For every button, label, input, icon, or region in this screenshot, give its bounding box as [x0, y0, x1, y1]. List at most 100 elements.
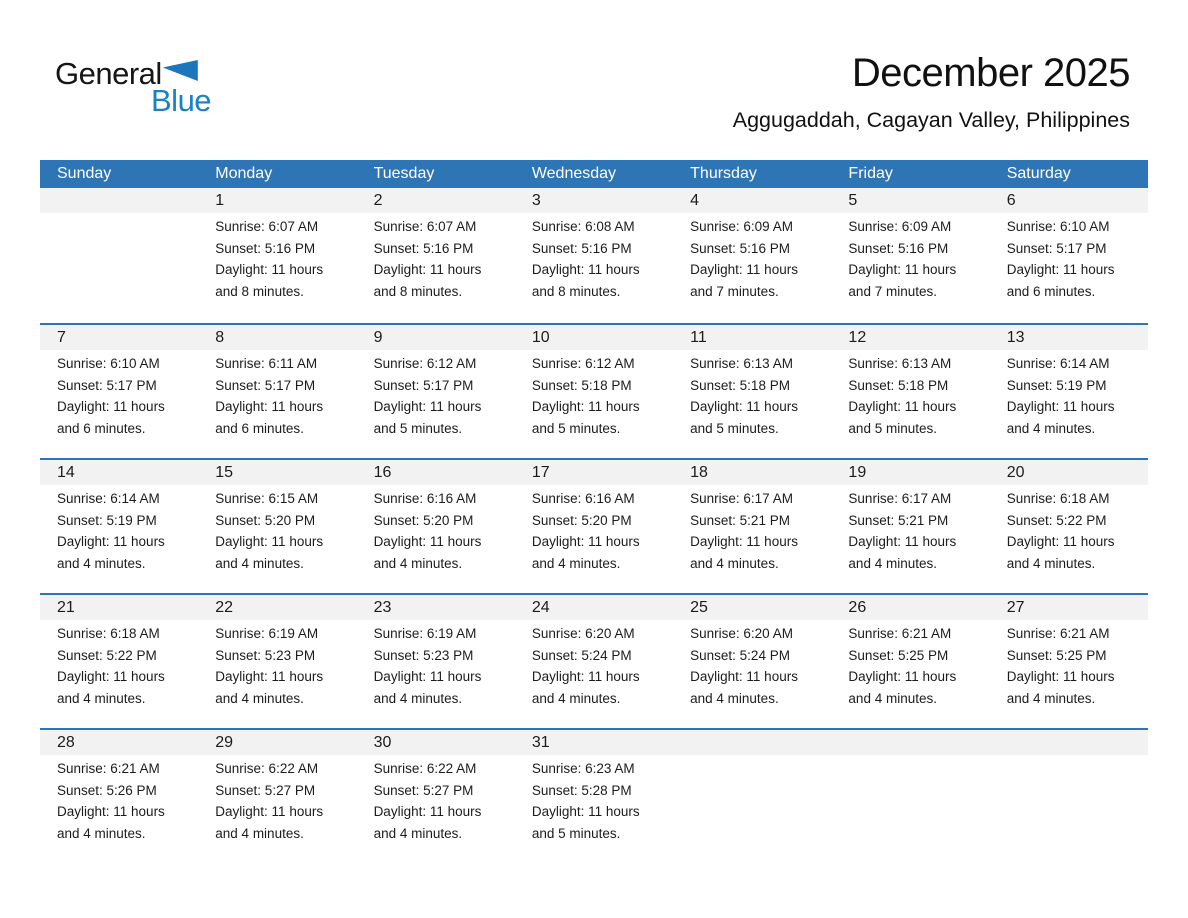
sun-info-line: Daylight: 11 hours — [1006, 262, 1115, 277]
day-details: Sunrise: 6:21 AM Sunset: 5:25 PM Daylight:… — [831, 620, 989, 709]
day-details: Sunrise: 6:09 AM Sunset: 5:16 PM Daylight:… — [673, 213, 831, 302]
weekday-header-friday: Friday — [848, 165, 893, 182]
day-band-empty — [673, 730, 832, 755]
day-details: Sunrise: 6:18 AM Sunset: 5:22 PM Daylight:… — [990, 485, 1148, 574]
day-number-1: 1 — [198, 188, 357, 213]
day-number-3: 3 — [514, 188, 674, 213]
day-cell-11: 11 Sunrise: 6:13 AM Sunset: 5:18 PM Dayligh… — [673, 325, 832, 458]
day-details: Sunrise: 6:14 AM Sunset: 5:19 PM Daylight:… — [990, 350, 1148, 439]
day-cell-13: 13 Sunrise: 6:14 AM Sunset: 5:19 PM Dayligh… — [989, 325, 1148, 458]
week-row-1: 1 Sunrise: 6:07 AM Sunset: 5:16 PM Daylight… — [40, 188, 1148, 323]
sun-info-line: Sunset: 5:16 PM — [690, 240, 790, 256]
sun-info-line: and 4 minutes. — [848, 555, 937, 571]
weekday-header-row: Sunday Monday Tuesday Wednesday Thursday Frid… — [40, 160, 1148, 188]
day-cell-20: 20 Sunrise: 6:18 AM Sunset: 5:22 PM Dayligh… — [989, 460, 1148, 593]
weekday-header-saturday: Saturday — [1006, 165, 1071, 182]
sun-info-line: Sunrise: 6:18 AM — [57, 626, 160, 641]
day-number-25: 25 — [673, 595, 832, 620]
day-cell-12: 12 Sunrise: 6:13 AM Sunset: 5:18 PM Dayligh… — [831, 325, 990, 458]
sun-info-line: Sunset: 5:26 PM — [57, 782, 157, 798]
day-details: Sunrise: 6:09 AM Sunset: 5:16 PM Daylight:… — [831, 213, 989, 302]
day-cell-4: 4 Sunrise: 6:09 AM Sunset: 5:16 PM Daylight… — [673, 188, 832, 323]
day-details: Sunrise: 6:16 AM Sunset: 5:20 PM Daylight:… — [357, 485, 515, 574]
sun-info-line: Sunset: 5:20 PM — [215, 512, 316, 528]
day-cell-16: 16 Sunrise: 6:16 AM Sunset: 5:20 PM Dayligh… — [356, 460, 515, 593]
weekday-header-monday: Monday — [215, 165, 273, 182]
sun-info-line: and 4 minutes. — [690, 555, 779, 571]
sun-info-line: Sunrise: 6:15 AM — [215, 491, 319, 506]
week-row-2: 7 Sunrise: 6:10 AM Sunset: 5:17 PM Daylight… — [40, 323, 1148, 458]
sun-info-line: Sunset: 5:22 PM — [1006, 512, 1107, 528]
sun-info-line: Sunrise: 6:23 AM — [531, 761, 635, 776]
sun-info-line: Daylight: 11 hours — [215, 534, 324, 549]
day-number-26: 26 — [831, 595, 990, 620]
sun-info-line: Daylight: 11 hours — [57, 399, 165, 414]
sun-info-line: Sunset: 5:16 PM — [531, 240, 632, 256]
sun-info-line: Daylight: 11 hours — [215, 399, 324, 414]
day-cell-31: 31 Sunrise: 6:23 AM Sunset: 5:28 PM Dayligh… — [514, 730, 674, 863]
sun-info-line: Sunset: 5:17 PM — [215, 377, 316, 393]
sun-info-line: Daylight: 11 hours — [690, 534, 798, 549]
day-details: Sunrise: 6:17 AM Sunset: 5:21 PM Daylight:… — [831, 485, 989, 574]
day-details: Sunrise: 6:13 AM Sunset: 5:18 PM Daylight:… — [673, 350, 831, 439]
day-number-28: 28 — [40, 730, 199, 755]
sun-info-line: Daylight: 11 hours — [1006, 669, 1115, 684]
logo-word-general: General — [55, 56, 162, 91]
sun-info-line: and 7 minutes. — [690, 283, 779, 299]
sun-info-line: Sunrise: 6:12 AM — [373, 356, 477, 371]
day-details: Sunrise: 6:19 AM Sunset: 5:23 PM Daylight:… — [198, 620, 356, 709]
sun-info-line: Sunrise: 6:19 AM — [373, 626, 477, 641]
day-details: Sunrise: 6:07 AM Sunset: 5:16 PM Daylight:… — [198, 213, 356, 302]
location-subtitle: Aggugaddah, Cagayan Valley, Philippines — [732, 108, 1130, 132]
day-details — [40, 213, 198, 216]
day-number-4: 4 — [673, 188, 832, 213]
day-number-15: 15 — [198, 460, 357, 485]
day-number-7: 7 — [40, 325, 199, 350]
sun-info-line: Sunrise: 6:17 AM — [690, 491, 793, 506]
day-cell-6: 6 Sunrise: 6:10 AM Sunset: 5:17 PM Daylight… — [989, 188, 1148, 323]
sun-info-line: Sunrise: 6:19 AM — [215, 626, 319, 641]
sun-info-line: Sunrise: 6:21 AM — [57, 761, 160, 776]
day-details: Sunrise: 6:19 AM Sunset: 5:23 PM Daylight:… — [357, 620, 515, 709]
sun-info-line: and 4 minutes. — [215, 825, 304, 841]
day-number-8: 8 — [198, 325, 357, 350]
sun-info-line: Daylight: 11 hours — [848, 262, 957, 277]
sun-info-line: Sunset: 5:16 PM — [215, 240, 316, 256]
day-cell-19: 19 Sunrise: 6:17 AM Sunset: 5:21 PM Dayligh… — [831, 460, 990, 593]
day-cell-3: 3 Sunrise: 6:08 AM Sunset: 5:16 PM Daylight… — [514, 188, 674, 323]
sun-info-line: Sunset: 5:24 PM — [690, 647, 790, 663]
sun-info-line: Sunset: 5:19 PM — [1006, 377, 1107, 393]
sun-info-line: Sunset: 5:17 PM — [373, 377, 474, 393]
day-number-27: 27 — [989, 595, 1148, 620]
day-details: Sunrise: 6:17 AM Sunset: 5:21 PM Daylight:… — [673, 485, 831, 574]
day-details: Sunrise: 6:12 AM Sunset: 5:17 PM Daylight:… — [357, 350, 515, 439]
sun-info-line: and 5 minutes. — [531, 420, 621, 436]
sun-info-line: and 4 minutes. — [57, 555, 146, 571]
day-details — [990, 755, 1148, 758]
general-blue-logo: General Blue — [55, 56, 212, 116]
sun-info-line: Daylight: 11 hours — [531, 262, 640, 277]
day-number-9: 9 — [356, 325, 515, 350]
sun-info-line: Sunrise: 6:10 AM — [1006, 219, 1110, 234]
sun-info-line: Sunrise: 6:22 AM — [215, 761, 319, 776]
sun-info-line: Sunset: 5:18 PM — [848, 377, 949, 393]
day-details: Sunrise: 6:16 AM Sunset: 5:20 PM Daylight:… — [515, 485, 673, 574]
day-number-10: 10 — [514, 325, 674, 350]
sun-info-line: Daylight: 11 hours — [690, 262, 798, 277]
day-number-23: 23 — [356, 595, 515, 620]
week-row-5: 28 Sunrise: 6:21 AM Sunset: 5:26 PM Dayligh… — [40, 728, 1148, 863]
sun-info-line: Sunset: 5:23 PM — [373, 647, 474, 663]
sun-info-line: Sunrise: 6:08 AM — [531, 219, 635, 234]
sun-info-line: and 6 minutes. — [1006, 283, 1096, 299]
sun-info-line: Sunrise: 6:13 AM — [848, 356, 952, 371]
sun-info-line: Sunset: 5:27 PM — [373, 782, 474, 798]
day-number-20: 20 — [989, 460, 1148, 485]
sun-info-line: Sunrise: 6:21 AM — [1006, 626, 1110, 641]
sun-info-line: Daylight: 11 hours — [57, 669, 165, 684]
day-details — [673, 755, 831, 758]
sun-info-line: and 5 minutes. — [373, 420, 463, 436]
day-cell-empty — [40, 188, 199, 323]
sun-info-line: Sunrise: 6:17 AM — [848, 491, 952, 506]
sun-info-line: Daylight: 11 hours — [531, 534, 640, 549]
